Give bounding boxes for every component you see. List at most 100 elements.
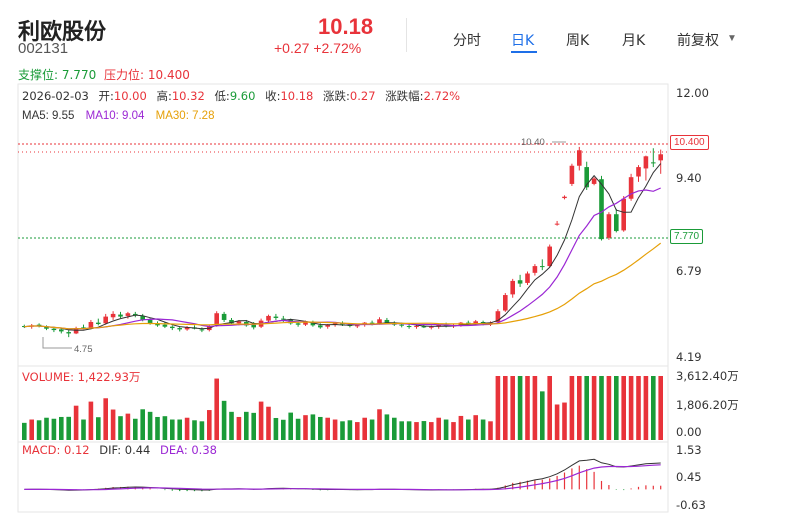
candle-body	[251, 324, 256, 328]
candle-body	[355, 325, 360, 327]
volume-bar	[88, 401, 94, 440]
high-label: 高:	[156, 89, 172, 103]
candle-body	[325, 324, 330, 327]
volume-bar	[162, 416, 168, 440]
low-price-label: 4.75	[74, 344, 93, 355]
peak-price-label: 10.40	[521, 137, 545, 148]
candle-body	[110, 313, 116, 318]
volume-bar	[96, 417, 101, 440]
volume-bar	[318, 416, 323, 440]
volume-bar	[236, 416, 242, 440]
volume-bar	[421, 421, 427, 440]
macd-axis-tick: -0.63	[676, 498, 706, 512]
candle-body	[436, 324, 441, 327]
volume-bar	[362, 417, 367, 440]
volume-axis-tick: 1,806.20万	[676, 398, 739, 412]
volume-bar	[591, 376, 597, 440]
candle-body	[266, 315, 271, 321]
ma5-legend: MA5: 9.55	[22, 110, 75, 122]
volume-bar	[436, 417, 441, 440]
dea-line	[24, 464, 661, 491]
tab-weekly-k[interactable]: 周K	[566, 33, 590, 49]
volume-bar	[81, 419, 86, 440]
high-value: 10.32	[171, 89, 205, 103]
candle-body	[429, 326, 434, 328]
stock-name: 利欧股份	[18, 20, 107, 45]
change-pct-value: 2.72%	[423, 89, 461, 103]
pressure-level-label: 压力位: 10.400	[104, 68, 190, 82]
candle-body	[177, 328, 182, 330]
candle-body	[554, 223, 560, 225]
candle-body	[81, 327, 86, 329]
price-axis-tick: 9.40	[676, 171, 702, 185]
volume-bar	[628, 376, 634, 440]
tab-monthly-k[interactable]: 月K	[622, 33, 646, 49]
volume-bar	[310, 414, 316, 440]
header-divider	[406, 18, 407, 52]
volume-bar	[577, 376, 582, 440]
tab-intraday[interactable]: 分时	[453, 33, 481, 49]
price-axis-tick: 6.79	[676, 264, 702, 278]
volume-bar	[532, 376, 538, 440]
volume-bar	[155, 416, 160, 440]
volume-bar	[66, 416, 71, 440]
volume-bar	[103, 398, 108, 440]
candle-body	[170, 326, 175, 329]
ohlc-date: 2026-02-03	[22, 89, 89, 103]
volume-bar	[377, 409, 382, 440]
pressure-price-tag: 10.400	[670, 135, 709, 150]
candle-body	[480, 321, 486, 324]
candle-body	[44, 326, 49, 329]
candle-body	[340, 323, 345, 325]
candle-body	[184, 327, 190, 330]
candle-body	[155, 323, 160, 326]
volume-bar	[406, 421, 412, 440]
tab-daily-k[interactable]: 日K	[511, 33, 535, 49]
volume-bar	[110, 409, 116, 440]
change-value: 0.27	[349, 89, 376, 103]
volume-bar	[266, 406, 271, 440]
volume-bar	[44, 417, 49, 440]
volume-bar	[495, 376, 501, 440]
volume-bar	[480, 419, 486, 440]
tab-adjust-forward[interactable]: 前复权	[677, 33, 719, 49]
volume-label: VOLUME: 1,422.93万	[22, 370, 141, 384]
candle-body	[399, 324, 404, 326]
candle-body	[643, 156, 649, 169]
candle-body	[406, 326, 412, 328]
ohlc-info-row: 2026-02-03 开:10.00 高:10.32 低:9.60 收:10.1…	[22, 88, 460, 104]
candle-body	[199, 329, 205, 331]
candle-body	[118, 314, 123, 317]
volume-bar	[458, 415, 464, 440]
volume-bar	[147, 411, 153, 440]
candle-body	[229, 319, 234, 324]
candle-body	[140, 315, 145, 320]
candle-body	[236, 321, 242, 324]
volume-bar	[192, 420, 197, 440]
volume-bar	[22, 422, 27, 440]
volume-bar	[258, 401, 264, 440]
ma10-legend: MA10: 9.04	[85, 110, 145, 122]
price-change: +0.27 +2.72%	[274, 40, 362, 56]
close-label: 收:	[265, 89, 281, 103]
macd-value: MACD: 0.12	[22, 443, 90, 457]
ma10-line	[24, 187, 661, 330]
change-pct-label: 涨跌幅:	[385, 89, 424, 103]
volume-bar	[569, 376, 575, 440]
chevron-down-icon[interactable]: ▼	[727, 33, 737, 44]
volume-bar	[503, 376, 508, 440]
support-level-label: 支撑位: 7.770	[18, 68, 97, 82]
candle-body	[599, 179, 604, 240]
candle-body	[214, 313, 219, 326]
candle-body	[377, 319, 382, 324]
volume-bar	[584, 376, 589, 440]
low-marker-line	[42, 337, 72, 349]
volume-bar	[51, 418, 57, 440]
macd-axis-tick: 0.45	[676, 470, 702, 484]
candle-body	[103, 316, 108, 324]
volume-bar	[517, 376, 523, 440]
macd-axis-tick: 1.53	[676, 443, 702, 457]
volume-bar	[392, 417, 397, 440]
volume-bar	[244, 411, 249, 440]
